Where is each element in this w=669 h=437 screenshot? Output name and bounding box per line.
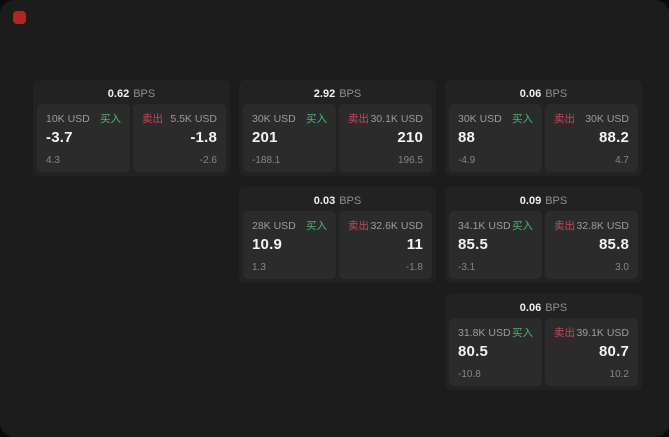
bps-unit-label: BPS	[133, 88, 156, 100]
bps-unit-label: BPS	[545, 302, 568, 314]
bps-header: 2.92 BPS	[243, 84, 432, 104]
buy-side-label: 买入	[512, 220, 533, 232]
buy-panel[interactable]: 31.8K USD 买入 80.5 -10.8	[449, 318, 542, 386]
buy-panel[interactable]: 10K USD 买入 -3.7 4.3	[37, 104, 130, 172]
buy-price: 88	[458, 129, 476, 146]
sell-amount: 32.8K USD	[576, 220, 629, 232]
sell-sub-value: 3.0	[615, 262, 629, 273]
sell-side-label: 卖出	[554, 220, 575, 232]
sell-amount: 30.1K USD	[370, 113, 423, 125]
buy-sell-panels: 10K USD 买入 -3.7 4.3 卖出 5.5K USD -1.8 -2.…	[37, 104, 226, 172]
sell-sub-value: 4.7	[615, 155, 629, 166]
record-indicator-icon	[13, 11, 26, 24]
bps-unit-label: BPS	[545, 88, 568, 100]
sell-amount: 30K USD	[585, 113, 629, 125]
bps-unit-label: BPS	[339, 88, 362, 100]
buy-amount: 10K USD	[46, 113, 90, 125]
buy-side-label: 买入	[306, 220, 327, 232]
quote-card: 0.06 BPS 30K USD 买入 88 -4.9 卖出 30K USD	[445, 80, 642, 176]
sell-panel[interactable]: 卖出 30K USD 88.2 4.7	[545, 104, 638, 172]
sell-panel[interactable]: 卖出 32.8K USD 85.8 3.0	[545, 211, 638, 279]
quote-card: 0.03 BPS 28K USD 买入 10.9 1.3 卖出 32.6K US…	[239, 187, 436, 283]
sell-price: -1.8	[190, 129, 217, 146]
bps-header: 0.09 BPS	[449, 191, 638, 211]
buy-side-label: 买入	[100, 113, 121, 125]
buy-panel[interactable]: 34.1K USD 买入 85.5 -3.1	[449, 211, 542, 279]
sell-panel[interactable]: 卖出 32.6K USD 11 -1.8	[339, 211, 432, 279]
bps-value: 0.06	[519, 302, 542, 314]
sell-sub-value: 196.5	[397, 155, 423, 166]
sell-side-label: 卖出	[348, 113, 369, 125]
sell-sub-value: -2.6	[199, 155, 217, 166]
sell-price: 210	[397, 129, 423, 146]
buy-side-label: 买入	[306, 113, 327, 125]
buy-price: 10.9	[252, 236, 282, 253]
buy-price: 80.5	[458, 343, 488, 360]
quote-card: 2.92 BPS 30K USD 买入 201 -188.1 卖出 30.1K …	[239, 80, 436, 176]
bps-unit-label: BPS	[339, 195, 362, 207]
quote-card: 0.09 BPS 34.1K USD 买入 85.5 -3.1 卖出 32.8K…	[445, 187, 642, 283]
sell-amount: 5.5K USD	[170, 113, 217, 125]
sell-side-label: 卖出	[142, 113, 163, 125]
sell-panel[interactable]: 卖出 30.1K USD 210 196.5	[339, 104, 432, 172]
buy-sub-value: 1.3	[252, 262, 266, 273]
sell-panel[interactable]: 卖出 39.1K USD 80.7 10.2	[545, 318, 638, 386]
bps-value: 0.06	[519, 88, 542, 100]
sell-sub-value: -1.8	[405, 262, 423, 273]
buy-sub-value: -188.1	[252, 155, 281, 166]
bps-header: 0.03 BPS	[243, 191, 432, 211]
bps-value: 0.03	[313, 195, 336, 207]
sell-price: 11	[406, 236, 423, 253]
buy-panel[interactable]: 30K USD 买入 88 -4.9	[449, 104, 542, 172]
buy-sub-value: -10.8	[458, 369, 481, 380]
buy-amount: 28K USD	[252, 220, 296, 232]
buy-sell-panels: 31.8K USD 买入 80.5 -10.8 卖出 39.1K USD 80.…	[449, 318, 638, 386]
buy-sell-panels: 34.1K USD 买入 85.5 -3.1 卖出 32.8K USD 85.8…	[449, 211, 638, 279]
sell-sub-value: 10.2	[609, 369, 629, 380]
sell-side-label: 卖出	[554, 113, 575, 125]
buy-panel[interactable]: 28K USD 买入 10.9 1.3	[243, 211, 336, 279]
bps-value: 0.62	[107, 88, 130, 100]
buy-amount: 34.1K USD	[458, 220, 511, 232]
bps-value: 2.92	[313, 88, 336, 100]
buy-side-label: 买入	[512, 113, 533, 125]
buy-price: -3.7	[46, 129, 73, 146]
sell-price: 80.7	[599, 343, 629, 360]
buy-sell-panels: 30K USD 买入 88 -4.9 卖出 30K USD 88.2 4.7	[449, 104, 638, 172]
buy-amount: 30K USD	[458, 113, 502, 125]
buy-price: 201	[252, 129, 278, 146]
buy-sell-panels: 28K USD 买入 10.9 1.3 卖出 32.6K USD 11 -1.8	[243, 211, 432, 279]
quote-card: 0.06 BPS 31.8K USD 买入 80.5 -10.8 卖出 39.1…	[445, 294, 642, 390]
buy-amount: 31.8K USD	[458, 327, 511, 339]
bps-value: 0.09	[519, 195, 542, 207]
bps-unit-label: BPS	[545, 195, 568, 207]
sell-amount: 32.6K USD	[370, 220, 423, 232]
buy-amount: 30K USD	[252, 113, 296, 125]
quote-card: 0.62 BPS 10K USD 买入 -3.7 4.3 卖出 5.5K USD	[33, 80, 230, 176]
buy-sub-value: -4.9	[458, 155, 476, 166]
sell-price: 85.8	[599, 236, 629, 253]
buy-sell-panels: 30K USD 买入 201 -188.1 卖出 30.1K USD 210 1…	[243, 104, 432, 172]
sell-price: 88.2	[599, 129, 629, 146]
buy-panel[interactable]: 30K USD 买入 201 -188.1	[243, 104, 336, 172]
sell-side-label: 卖出	[348, 220, 369, 232]
bps-header: 0.06 BPS	[449, 84, 638, 104]
buy-sub-value: 4.3	[46, 155, 60, 166]
quote-card-grid: 0.62 BPS 10K USD 买入 -3.7 4.3 卖出 5.5K USD	[33, 80, 642, 390]
buy-side-label: 买入	[512, 327, 533, 339]
buy-price: 85.5	[458, 236, 488, 253]
sell-amount: 39.1K USD	[576, 327, 629, 339]
buy-sub-value: -3.1	[458, 262, 476, 273]
sell-side-label: 卖出	[554, 327, 575, 339]
bps-header: 0.62 BPS	[37, 84, 226, 104]
bps-header: 0.06 BPS	[449, 298, 638, 318]
sell-panel[interactable]: 卖出 5.5K USD -1.8 -2.6	[133, 104, 226, 172]
